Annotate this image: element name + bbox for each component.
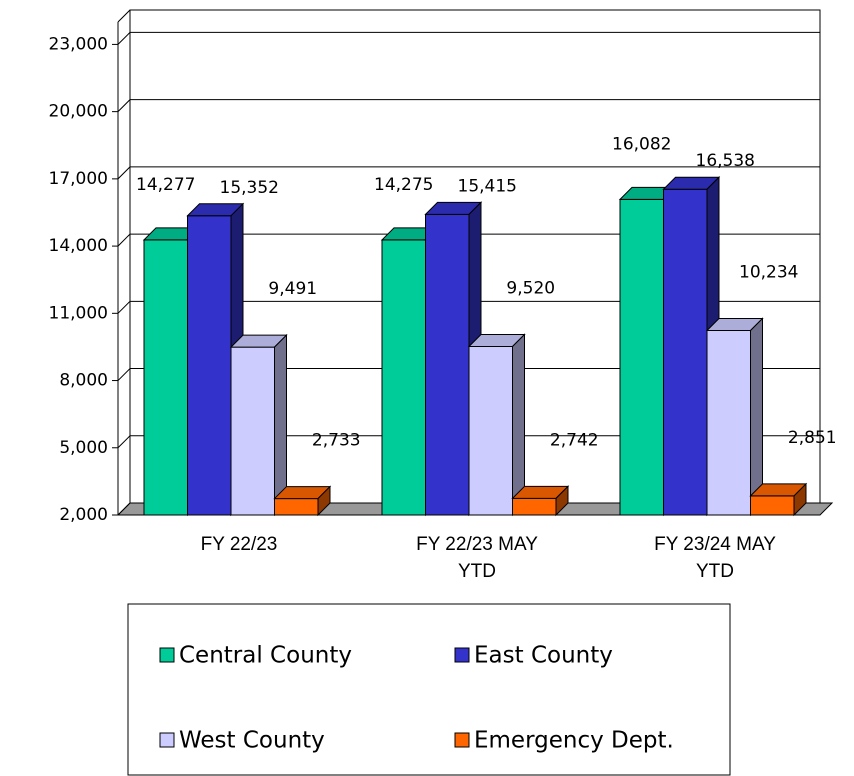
y-tick-label: 2,000 xyxy=(59,505,108,525)
bar-front xyxy=(619,198,664,516)
grid-line-side xyxy=(117,435,131,449)
bar-front xyxy=(230,346,275,516)
grid-line-side xyxy=(117,166,131,180)
bar xyxy=(511,485,570,517)
legend-label: Emergency Dept. xyxy=(474,728,674,754)
x-tick-label: FY 22/23 xyxy=(201,534,278,555)
bar-front xyxy=(425,213,470,516)
data-label: 9,520 xyxy=(506,278,555,298)
data-label: 16,538 xyxy=(696,151,755,171)
data-label: 15,415 xyxy=(458,176,517,196)
data-label: 10,234 xyxy=(739,262,798,282)
data-label: 15,352 xyxy=(220,178,279,198)
data-label: 2,733 xyxy=(312,431,361,451)
grid-line-side xyxy=(117,502,131,516)
y-tick-label: 23,000 xyxy=(49,34,108,54)
grid-line-side xyxy=(117,368,131,381)
y-tick-label: 11,000 xyxy=(49,303,108,323)
grid-line-side xyxy=(117,233,131,247)
x-tick-label-line: YTD xyxy=(458,561,496,582)
data-label: 14,277 xyxy=(136,175,195,195)
data-label: 16,082 xyxy=(612,134,671,154)
x-tick-label-line: FY 22/23 MAY xyxy=(416,534,538,555)
grid-line-side xyxy=(117,300,131,314)
wall-edge xyxy=(117,9,131,23)
grid-line xyxy=(117,166,820,180)
bar-front xyxy=(187,215,232,516)
legend-swatch xyxy=(159,647,175,663)
legend-label: East County xyxy=(474,643,613,669)
legend-swatch xyxy=(454,647,470,663)
bar xyxy=(705,317,764,517)
bar-front xyxy=(663,188,708,516)
bar xyxy=(229,333,288,517)
bar-front xyxy=(274,498,319,516)
y-tick-label: 8,000 xyxy=(59,371,108,391)
y-tick-label: 5,000 xyxy=(59,438,108,458)
grid-line-side xyxy=(117,32,131,45)
data-label: 9,491 xyxy=(268,279,317,299)
data-label: 2,742 xyxy=(550,430,599,450)
bar xyxy=(749,482,808,517)
bar-side xyxy=(317,485,331,517)
legend-label: Central County xyxy=(179,643,352,669)
y-tick-label: 20,000 xyxy=(49,102,108,122)
grid-line-side xyxy=(117,99,131,112)
bar-front xyxy=(706,329,751,516)
data-label: 2,851 xyxy=(788,428,837,448)
bar xyxy=(273,485,332,517)
y-tick-label: 17,000 xyxy=(49,169,108,189)
bar-front xyxy=(468,345,513,516)
bar-front xyxy=(750,495,795,516)
bar-side xyxy=(793,482,807,517)
bar-side xyxy=(555,485,569,517)
x-tick-label: FY 22/23 MAY YTD xyxy=(416,534,538,582)
bar-front xyxy=(143,239,188,516)
legend-box xyxy=(127,603,731,776)
grid-line xyxy=(117,31,820,45)
legend-swatch xyxy=(454,732,470,748)
bar xyxy=(186,202,245,517)
bar xyxy=(467,333,526,517)
x-tick-label-line: FY 23/24 MAY xyxy=(654,534,776,555)
bar-front xyxy=(381,239,426,516)
x-tick-label: FY 23/24 MAY YTD xyxy=(654,534,776,582)
data-label: 14,275 xyxy=(374,175,433,195)
legend-swatch xyxy=(159,732,175,748)
y-tick-label: 14,000 xyxy=(49,236,108,256)
bar-front xyxy=(512,497,557,516)
grid-line xyxy=(117,99,820,112)
legend-label: West County xyxy=(179,728,325,754)
x-tick-label-line: YTD xyxy=(696,561,734,582)
